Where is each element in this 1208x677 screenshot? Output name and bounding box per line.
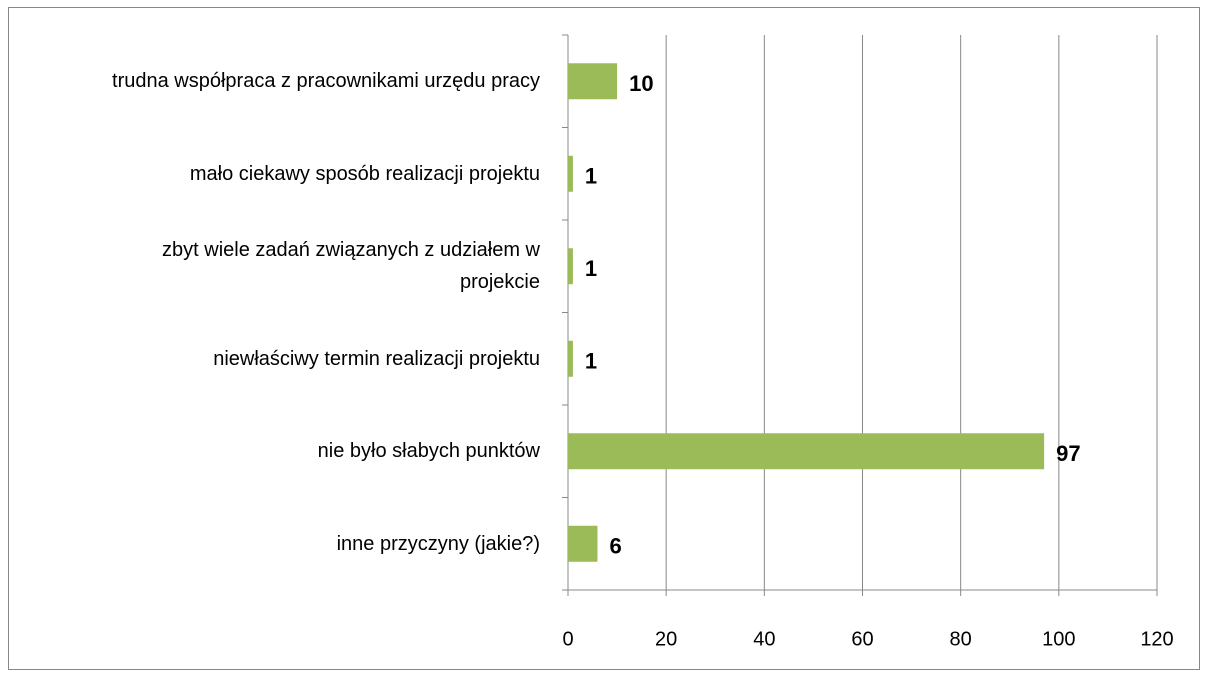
value-label: 1 [585,164,597,189]
x-tick-label: 100 [1042,628,1075,650]
bar [568,433,1045,470]
x-tick-label: 80 [950,628,972,650]
x-tick-label: 60 [851,628,873,650]
y-tick-label: inne przyczyny (jakie?) [336,532,540,555]
x-tick-label: 40 [753,628,775,650]
value-label: 6 [609,534,621,559]
y-tick-label: mało ciekawy sposób realizacji projektu [189,162,540,185]
bar [568,63,618,100]
x-tick-label: 20 [655,628,677,650]
y-tick-label: trudna współpraca z pracownikami urzędu … [112,70,540,93]
value-label: 1 [585,256,597,281]
value-label: 10 [629,71,653,96]
value-label: 97 [1056,441,1080,466]
y-tick-label: nie było słabych punktów [317,440,540,463]
bar [568,155,573,192]
bar [568,525,598,562]
bar [568,248,573,285]
y-tick-label: zbyt wiele zadań związanych z udziałem w… [162,239,540,294]
chart-frame [8,7,1200,670]
x-tick-label: 0 [562,628,573,650]
value-label: 1 [585,349,597,374]
y-tick-label: niewłaściwy termin realizacji projektu [213,347,540,370]
bar [568,340,573,377]
x-tick-label: 120 [1140,628,1173,650]
